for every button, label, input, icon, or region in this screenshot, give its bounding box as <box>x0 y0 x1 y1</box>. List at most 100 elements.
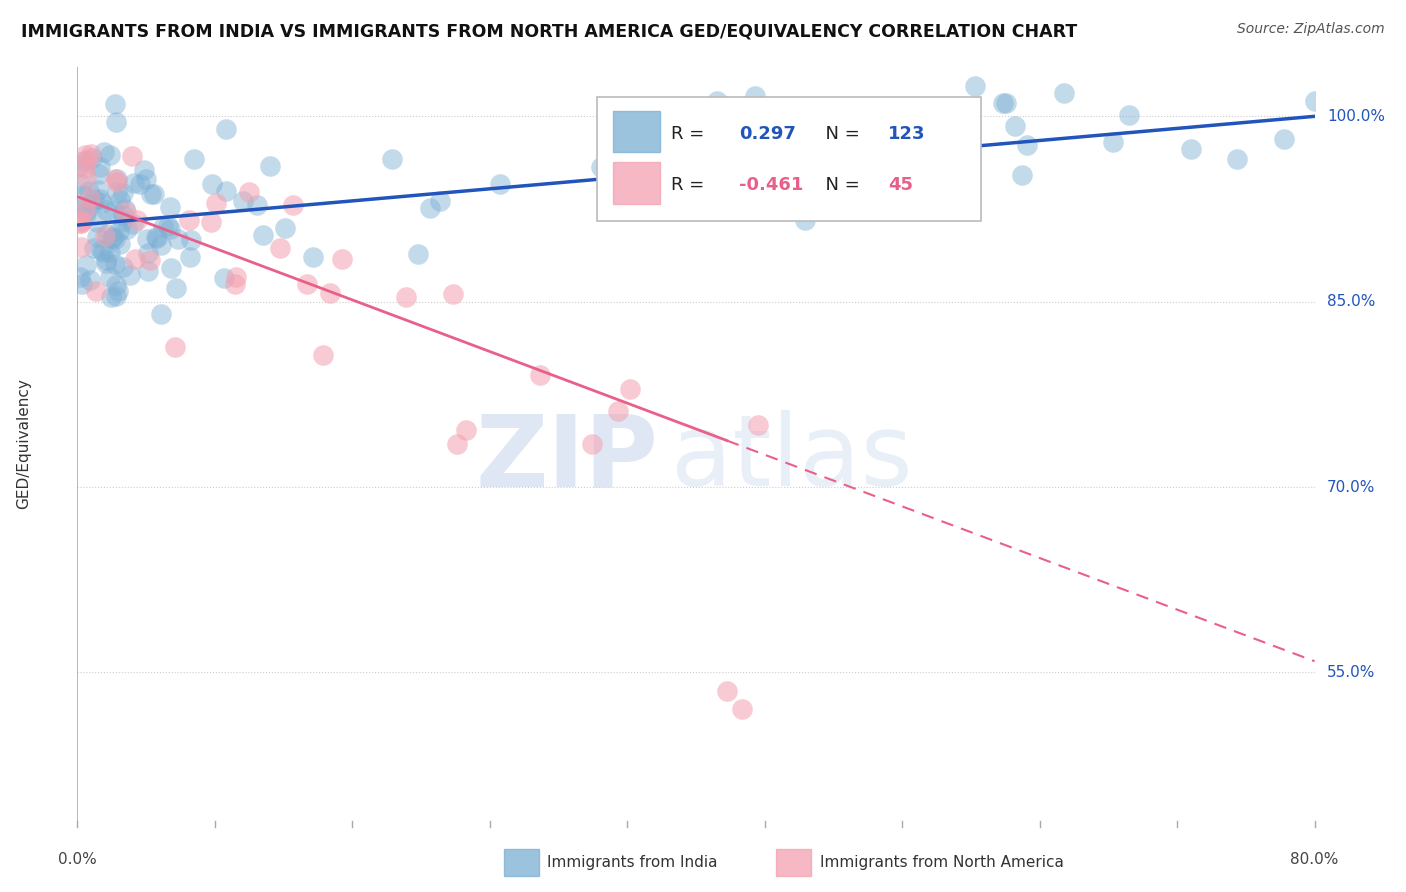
Point <box>70 216 93 230</box>
Point <box>70 187 93 202</box>
Point <box>101 230 124 244</box>
Point <box>108 225 131 239</box>
Point <box>73 202 96 216</box>
Point <box>232 194 254 208</box>
Point <box>69 177 91 191</box>
Point <box>103 203 125 218</box>
Point <box>159 222 181 236</box>
Point <box>83 193 105 207</box>
Point <box>963 79 986 94</box>
Point <box>716 684 738 698</box>
Point <box>70 277 93 291</box>
Point <box>142 187 165 202</box>
Text: Source: ZipAtlas.com: Source: ZipAtlas.com <box>1237 22 1385 37</box>
Text: 80.0%: 80.0% <box>1291 852 1339 866</box>
Point <box>115 221 138 235</box>
Point <box>252 228 274 243</box>
Point <box>122 217 145 231</box>
Point <box>75 148 97 162</box>
Point <box>700 177 723 191</box>
Text: ZIP: ZIP <box>477 410 659 508</box>
Text: -0.461: -0.461 <box>740 176 804 194</box>
Point <box>225 270 247 285</box>
Point <box>139 252 162 267</box>
Point <box>259 159 281 173</box>
Point <box>115 205 138 219</box>
Point <box>75 203 97 218</box>
Point <box>72 153 94 168</box>
Point <box>96 227 118 241</box>
Point <box>76 153 98 167</box>
Point <box>124 252 146 266</box>
Point <box>581 437 603 451</box>
Point <box>159 200 181 214</box>
Point <box>238 186 260 200</box>
Bar <box>613 162 659 203</box>
Point <box>744 89 766 103</box>
Point <box>135 232 157 246</box>
Point <box>69 216 91 230</box>
Point <box>1118 107 1140 121</box>
Point <box>884 175 907 189</box>
Point <box>1381 78 1403 93</box>
Text: 85.0%: 85.0% <box>1327 294 1375 310</box>
Point <box>75 171 97 186</box>
Point <box>98 269 121 284</box>
Point <box>929 146 952 161</box>
Point <box>107 171 129 186</box>
Point <box>104 232 127 246</box>
Point <box>1102 135 1125 149</box>
Text: 45: 45 <box>887 176 912 194</box>
Point <box>446 437 468 451</box>
Point <box>167 232 190 246</box>
Point <box>69 270 91 285</box>
Point <box>215 184 238 198</box>
Point <box>201 177 224 191</box>
Text: 0.0%: 0.0% <box>58 852 97 866</box>
Text: N =: N = <box>814 176 865 194</box>
Point <box>994 96 1017 111</box>
Point <box>938 103 960 117</box>
Text: Immigrants from North America: Immigrants from North America <box>820 855 1063 870</box>
Point <box>145 230 167 244</box>
Point <box>138 264 160 278</box>
Point <box>84 284 107 298</box>
Point <box>136 245 159 260</box>
Point <box>269 242 291 256</box>
Point <box>381 153 404 167</box>
Point <box>110 194 132 208</box>
Text: 55.0%: 55.0% <box>1327 665 1375 680</box>
Point <box>89 192 111 206</box>
Point <box>1319 106 1341 120</box>
Point <box>212 270 235 285</box>
Point <box>112 214 135 228</box>
Point <box>1017 138 1039 153</box>
Point <box>105 175 128 189</box>
Point <box>794 213 817 227</box>
Point <box>112 208 135 222</box>
Point <box>121 149 143 163</box>
Point <box>160 260 183 275</box>
Point <box>177 212 200 227</box>
Point <box>165 340 187 354</box>
Point <box>93 145 115 160</box>
Point <box>419 201 441 215</box>
Point <box>94 202 117 217</box>
Point <box>1053 86 1076 100</box>
Point <box>319 286 342 301</box>
Point <box>456 423 478 437</box>
Bar <box>505 848 538 876</box>
Point <box>1303 94 1326 108</box>
Point <box>1272 132 1295 146</box>
Point <box>77 184 100 198</box>
Point <box>89 167 111 181</box>
Point <box>441 287 464 301</box>
Point <box>90 243 112 257</box>
Point <box>734 128 756 142</box>
Text: Immigrants from India: Immigrants from India <box>547 855 718 870</box>
Point <box>589 161 612 175</box>
Point <box>394 290 416 304</box>
Text: IMMIGRANTS FROM INDIA VS IMMIGRANTS FROM NORTH AMERICA GED/EQUIVALENCY CORRELATI: IMMIGRANTS FROM INDIA VS IMMIGRANTS FROM… <box>21 22 1077 40</box>
Point <box>128 177 150 191</box>
Point <box>1180 142 1202 156</box>
